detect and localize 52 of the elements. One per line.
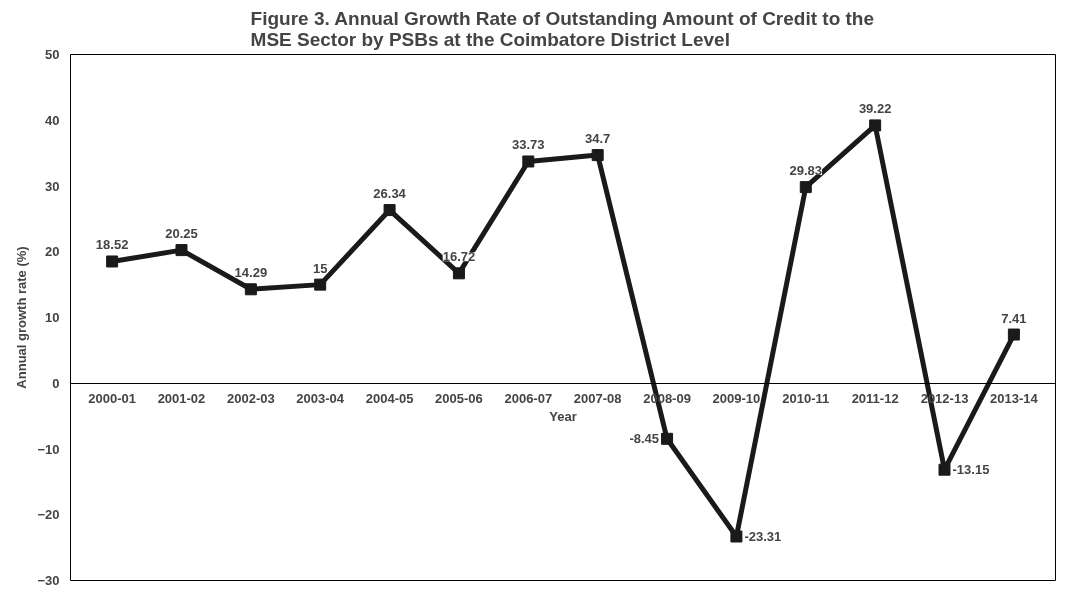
point [1007,328,1020,341]
x-tick-label: 2005-06 [435,391,483,407]
x-tick-label: 2011-12 [851,391,899,407]
y-tick-label: 30 [45,178,60,194]
data-label: -13.15 [952,462,990,478]
x-tick-label: 2004-05 [365,391,414,407]
y-tick-label: −30 [37,573,60,588]
x-tick-label: 2009-10 [712,391,761,407]
point [938,463,951,476]
point [869,119,882,132]
data-label: -23.31 [744,529,782,545]
x-tick-label: 2013-14 [990,391,1039,407]
data-label: 33.73 [512,137,545,153]
data-label: 20.25 [165,226,198,242]
x-tick-label: 2007-08 [573,391,622,407]
data-label: 39.22 [858,101,892,117]
y-axis-title: Annual growth rate (%) [14,246,30,389]
y-tick-label: 20 [45,244,60,260]
x-tick-label: 2010-11 [782,391,830,407]
point [383,204,396,217]
point [522,155,535,168]
y-tick-label: 0 [52,375,60,391]
point [314,278,327,291]
data-label: -8.45 [629,431,660,447]
y-tick-label: 10 [45,310,60,325]
point [799,181,812,194]
data-label: 26.34 [373,186,407,202]
x-tick-label: 2006-07 [504,391,553,407]
data-label: 18.52 [95,237,129,253]
x-tick-label: 2000-01 [88,391,136,407]
x-axis-title: Year [549,408,577,424]
point [591,149,604,162]
x-tick-label: 2002-03 [227,391,275,407]
data-label: 16.72 [442,249,476,265]
point [244,283,257,296]
point [661,432,674,445]
data-label: 15 [312,260,328,276]
x-tick-label: 2003-04 [296,391,345,407]
data-label: 14.29 [234,265,268,281]
y-tick-label: −20 [37,507,60,523]
chart-title: Figure 3. Annual Growth Rate of Outstanding Amount of Credit to the MSE Sector by PSBs at the Coimbatore District Level [250,7,875,50]
point [175,244,188,257]
data-label: 7.41 [1001,310,1027,326]
y-tick-label: −10 [37,441,60,457]
x-tick-label: 2001-02 [157,391,206,407]
data-label: 34.7 [585,131,611,147]
y-tick-label: 50 [45,47,60,62]
data-label: 29.83 [789,163,823,179]
point [452,267,465,280]
y-tick-label: 40 [45,112,60,128]
point [730,530,743,543]
point [106,255,119,268]
